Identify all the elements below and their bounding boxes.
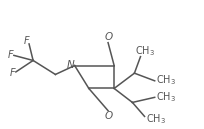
- Text: CH$_3$: CH$_3$: [135, 45, 155, 58]
- Text: F: F: [24, 36, 30, 46]
- Text: F: F: [7, 50, 13, 60]
- Text: F: F: [10, 68, 16, 78]
- Text: CH$_3$: CH$_3$: [156, 90, 176, 104]
- Text: N: N: [66, 60, 74, 70]
- Text: O: O: [105, 32, 113, 42]
- Text: CH$_3$: CH$_3$: [156, 73, 176, 87]
- Text: O: O: [105, 111, 113, 121]
- Text: CH$_3$: CH$_3$: [146, 113, 166, 127]
